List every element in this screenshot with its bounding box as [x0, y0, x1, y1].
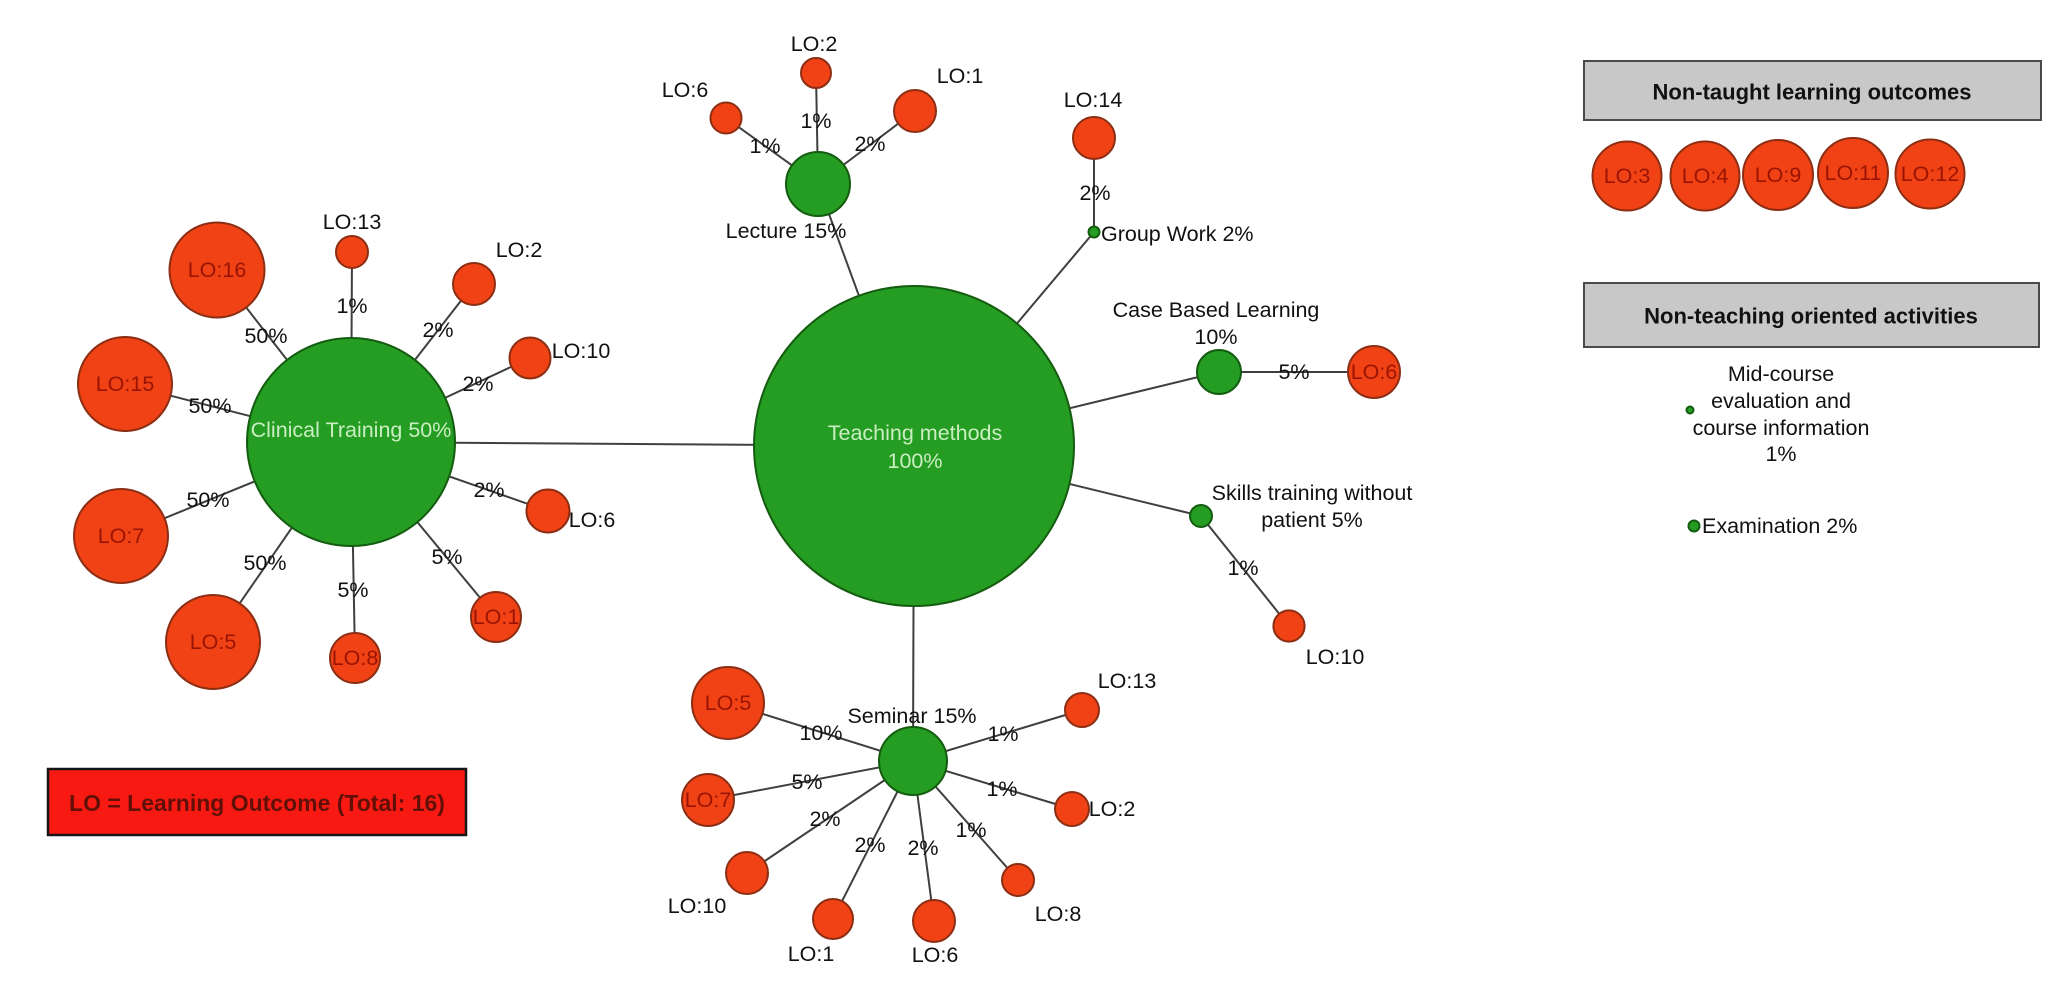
svg-text:1%: 1% — [336, 294, 367, 318]
svg-text:LO:1: LO:1 — [788, 942, 835, 966]
svg-text:2%: 2% — [422, 318, 453, 342]
svg-text:Non-teaching oriented activiti: Non-teaching oriented activities — [1644, 304, 1978, 329]
svg-text:LO:7: LO:7 — [98, 524, 145, 548]
svg-text:5%: 5% — [791, 770, 822, 794]
svg-text:LO:16: LO:16 — [188, 258, 247, 282]
svg-text:Mid-course: Mid-course — [1728, 362, 1834, 386]
svg-text:LO:3: LO:3 — [1604, 164, 1651, 188]
svg-text:Group Work 2%: Group Work 2% — [1101, 222, 1254, 246]
svg-text:Lecture 15%: Lecture 15% — [726, 219, 847, 243]
svg-text:LO:10: LO:10 — [668, 894, 727, 918]
svg-text:LO:2: LO:2 — [791, 32, 838, 56]
svg-text:LO:9: LO:9 — [1755, 163, 1802, 187]
svg-text:LO:4: LO:4 — [1682, 164, 1729, 188]
svg-text:10%: 10% — [1194, 325, 1237, 349]
svg-text:Teaching methods: Teaching methods — [828, 421, 1003, 445]
svg-text:Clinical Training 50%: Clinical Training 50% — [251, 418, 452, 442]
svg-text:50%: 50% — [243, 551, 286, 575]
svg-text:Non-taught learning outcomes: Non-taught learning outcomes — [1653, 80, 1972, 105]
svg-text:LO:1: LO:1 — [473, 605, 520, 629]
svg-text:LO:2: LO:2 — [496, 238, 543, 262]
svg-text:Examination 2%: Examination 2% — [1702, 514, 1857, 538]
svg-text:1%: 1% — [986, 777, 1017, 801]
svg-text:LO:7: LO:7 — [685, 788, 732, 812]
svg-text:50%: 50% — [188, 394, 231, 418]
svg-text:1%: 1% — [800, 109, 831, 133]
svg-text:LO:11: LO:11 — [1825, 161, 1882, 185]
svg-text:LO:6: LO:6 — [662, 78, 709, 102]
svg-text:LO:14: LO:14 — [1064, 88, 1123, 112]
svg-text:2%: 2% — [809, 807, 840, 831]
svg-text:1%: 1% — [1765, 442, 1796, 466]
svg-text:LO:5: LO:5 — [705, 691, 752, 715]
svg-text:LO = Learning Outcome (Total:: LO = Learning Outcome (Total: 16) — [69, 790, 445, 816]
svg-text:evaluation and: evaluation and — [1711, 389, 1851, 413]
svg-text:1%: 1% — [955, 818, 986, 842]
svg-text:LO:8: LO:8 — [1035, 902, 1082, 926]
svg-text:LO:15: LO:15 — [96, 372, 155, 396]
svg-text:50%: 50% — [186, 488, 229, 512]
svg-text:LO:10: LO:10 — [1306, 645, 1365, 669]
svg-text:LO:2: LO:2 — [1089, 797, 1136, 821]
svg-text:2%: 2% — [854, 132, 885, 156]
svg-text:50%: 50% — [244, 324, 287, 348]
svg-text:Seminar 15%: Seminar 15% — [847, 704, 976, 728]
svg-text:1%: 1% — [749, 134, 780, 158]
svg-text:2%: 2% — [854, 833, 885, 857]
svg-text:LO:5: LO:5 — [190, 630, 237, 654]
svg-text:LO:13: LO:13 — [1098, 669, 1157, 693]
svg-text:2%: 2% — [462, 372, 493, 396]
svg-text:LO:6: LO:6 — [569, 508, 616, 532]
svg-text:1%: 1% — [987, 722, 1018, 746]
svg-text:course information: course information — [1693, 416, 1870, 440]
svg-text:2%: 2% — [1079, 181, 1110, 205]
svg-text:100%: 100% — [888, 449, 943, 473]
svg-text:Case Based Learning: Case Based Learning — [1113, 298, 1320, 322]
svg-text:2%: 2% — [473, 478, 504, 502]
svg-text:LO:6: LO:6 — [1351, 360, 1398, 384]
svg-text:LO:8: LO:8 — [332, 646, 379, 670]
svg-text:5%: 5% — [337, 578, 368, 602]
svg-text:5%: 5% — [1278, 360, 1309, 384]
svg-text:10%: 10% — [799, 721, 842, 745]
svg-text:patient 5%: patient 5% — [1261, 508, 1363, 532]
svg-text:LO:13: LO:13 — [323, 210, 382, 234]
svg-text:LO:1: LO:1 — [937, 64, 984, 88]
svg-text:LO:12: LO:12 — [1901, 162, 1960, 186]
svg-text:LO:6: LO:6 — [912, 943, 959, 967]
svg-text:2%: 2% — [907, 836, 938, 860]
svg-text:LO:10: LO:10 — [552, 339, 611, 363]
svg-text:1%: 1% — [1227, 556, 1258, 580]
svg-text:Skills training without: Skills training without — [1212, 481, 1413, 505]
svg-text:5%: 5% — [431, 545, 462, 569]
